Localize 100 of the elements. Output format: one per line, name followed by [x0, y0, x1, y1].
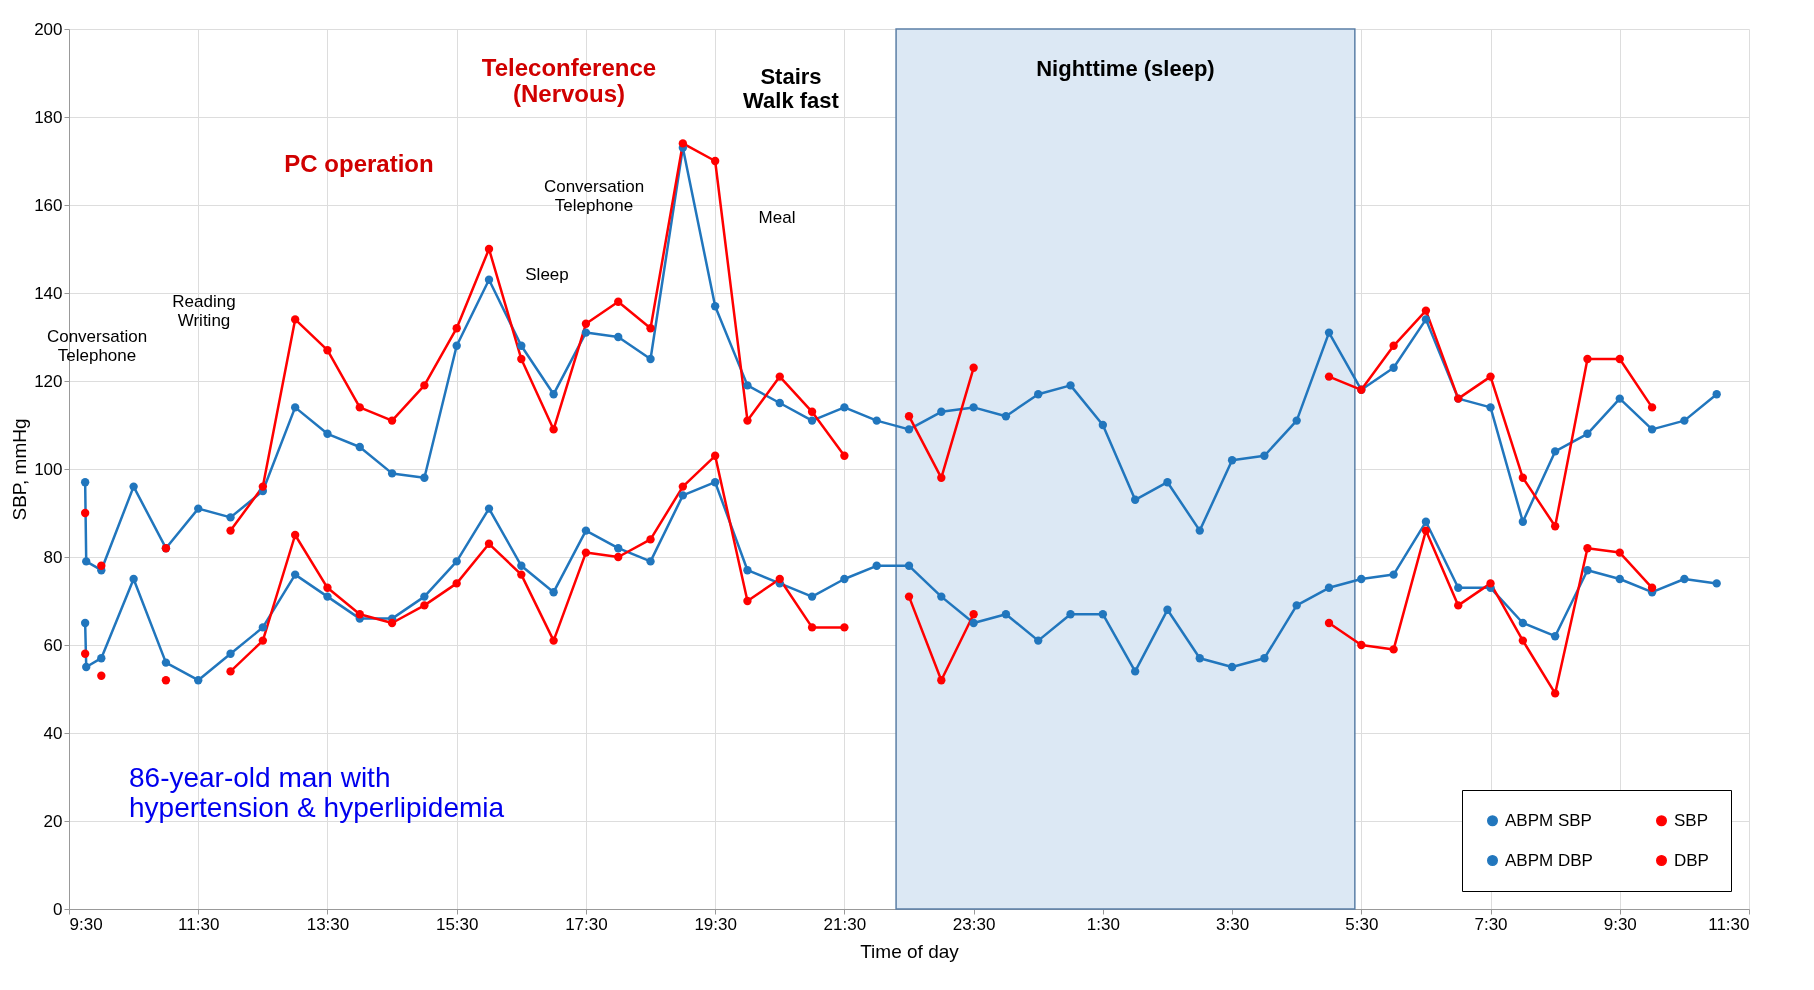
point	[323, 429, 332, 438]
point	[1034, 636, 1043, 645]
x-tick-label: 3:30	[1216, 914, 1250, 934]
point	[258, 636, 268, 645]
point	[387, 416, 397, 425]
point	[1324, 328, 1334, 337]
point	[904, 561, 914, 570]
point	[1163, 605, 1172, 614]
point	[614, 544, 623, 553]
annotation: 86-year-old man with hypertension & hyperlipidemia	[129, 762, 505, 823]
point	[1389, 363, 1398, 372]
point	[290, 530, 300, 540]
x-tick-label: 15:30	[435, 914, 479, 934]
point	[678, 139, 688, 148]
point	[646, 557, 655, 566]
point	[355, 610, 364, 619]
point	[646, 324, 655, 333]
x-tick-label: 19:30	[694, 914, 737, 934]
point	[1227, 662, 1237, 672]
point	[323, 346, 332, 355]
point	[775, 574, 784, 584]
point	[549, 636, 558, 645]
point	[226, 667, 235, 676]
point	[937, 473, 946, 482]
point	[484, 244, 494, 254]
point	[743, 381, 752, 390]
y-tick-label: 20	[43, 811, 63, 831]
annotation: Sleep	[525, 265, 569, 284]
x-tick-label: 23:30	[952, 914, 996, 934]
point	[775, 398, 784, 408]
point	[355, 442, 364, 452]
point	[1583, 429, 1592, 438]
point	[581, 548, 591, 557]
y-tick-label: 140	[34, 283, 63, 303]
point	[743, 596, 752, 606]
point	[1034, 390, 1043, 399]
point	[484, 275, 494, 284]
point	[614, 552, 623, 562]
band-label: Nighttime (sleep)	[1036, 56, 1215, 81]
point	[1130, 667, 1140, 676]
legend-label: ABPM SBP	[1505, 810, 1592, 830]
x-axis-title: Time of day	[860, 940, 960, 962]
point	[807, 623, 817, 632]
point	[1454, 583, 1463, 592]
point	[1163, 478, 1172, 487]
annotation: Conversation Telephone	[543, 177, 645, 215]
point	[969, 610, 978, 619]
point	[226, 649, 235, 658]
annotation: Teleconference (Nervous)	[481, 54, 657, 107]
point	[420, 601, 429, 610]
point	[194, 504, 203, 513]
point	[1195, 526, 1204, 535]
point	[452, 557, 461, 566]
point	[969, 618, 978, 628]
point	[420, 592, 429, 601]
x-tick-label: 17:30	[565, 914, 608, 934]
annotation: Stairs Walk fast	[743, 64, 840, 113]
point	[484, 539, 494, 548]
point	[1066, 381, 1075, 390]
point	[517, 341, 526, 350]
point	[1130, 495, 1140, 504]
point	[1260, 654, 1269, 663]
point	[775, 372, 784, 381]
point	[904, 592, 914, 601]
point	[710, 451, 720, 460]
point	[97, 671, 106, 680]
point	[1421, 315, 1431, 324]
point	[1680, 416, 1689, 425]
point	[484, 504, 494, 513]
point	[1583, 566, 1592, 575]
point	[581, 328, 591, 337]
point	[1712, 579, 1721, 588]
point	[323, 592, 332, 601]
y-tick-label: 120	[34, 371, 63, 391]
annotation: Conversation Telephone	[46, 327, 148, 365]
y-tick-label: 60	[43, 635, 63, 655]
annotation: PC operation	[284, 150, 434, 177]
legend-label: ABPM DBP	[1505, 850, 1593, 870]
point	[517, 354, 526, 364]
point	[549, 425, 558, 434]
point	[1712, 390, 1721, 399]
point	[969, 403, 978, 412]
point	[290, 315, 300, 324]
point	[1098, 610, 1108, 619]
point	[678, 482, 688, 491]
x-tick-label: 9:30	[1603, 914, 1637, 934]
point	[517, 570, 526, 579]
point	[258, 482, 268, 491]
point	[937, 676, 946, 685]
point	[1001, 412, 1011, 421]
point	[1389, 570, 1398, 579]
point	[452, 579, 461, 588]
point	[1647, 425, 1657, 434]
point	[290, 403, 300, 412]
point	[872, 561, 881, 570]
x-tick-label: 11:30	[1708, 914, 1750, 934]
point	[1486, 403, 1495, 412]
point	[646, 354, 655, 364]
legend-label: SBP	[1674, 810, 1709, 830]
y-tick-label: 180	[34, 107, 63, 127]
